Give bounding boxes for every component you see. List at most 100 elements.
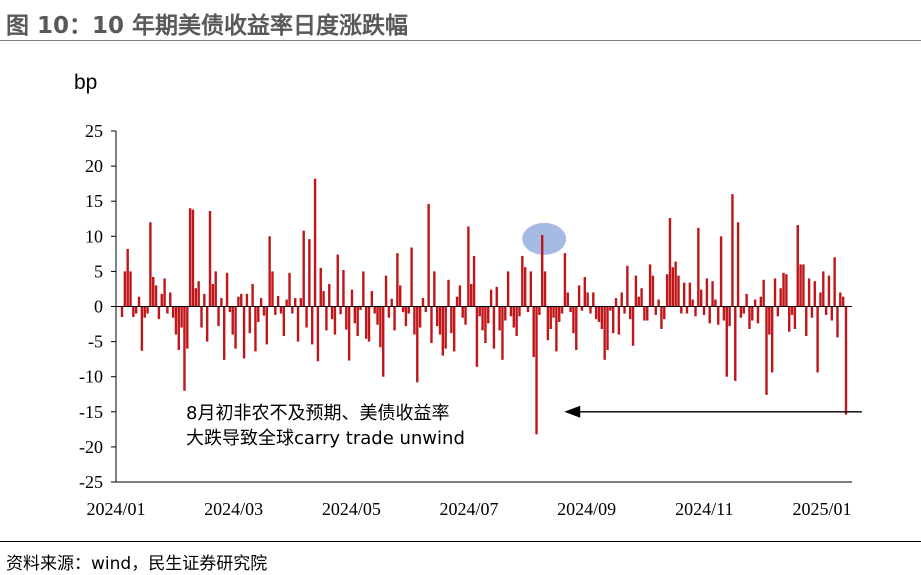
bar (137, 296, 141, 307)
bar (839, 292, 842, 307)
bar (396, 253, 399, 307)
annotation-line-1: 8月初非农不及预期、美债收益率 (186, 403, 449, 424)
bar (393, 306, 396, 331)
bar (248, 306, 251, 334)
bar (577, 285, 581, 307)
bar (430, 306, 433, 343)
bar (702, 306, 706, 315)
x-tick-label: 2025/01 (792, 499, 851, 519)
bar (467, 226, 470, 307)
bar (785, 274, 788, 307)
bar (558, 306, 561, 322)
bar (668, 218, 672, 307)
bar (305, 306, 308, 328)
source-note: 资料来源：wind，民生证券研究院 (6, 554, 268, 574)
bar (132, 306, 135, 318)
bar (685, 306, 689, 314)
x-axis: 2024/01 2024/03 2024/05 2024/07 2024/09 2024/… (86, 481, 852, 519)
bar (631, 306, 635, 346)
bar (146, 306, 149, 314)
x-tick-label: 2024/03 (204, 499, 263, 519)
bar (714, 299, 717, 307)
bar (790, 306, 794, 315)
bar (325, 306, 328, 331)
bar (455, 296, 459, 307)
bar (134, 306, 138, 314)
bar (254, 306, 257, 352)
bar (288, 272, 291, 307)
bar (407, 306, 410, 314)
bar (719, 236, 723, 307)
bar (654, 306, 657, 315)
bar (836, 306, 839, 338)
bar (739, 306, 743, 318)
bar (447, 279, 450, 307)
bar (461, 306, 464, 318)
bar (282, 306, 286, 336)
bar (830, 306, 834, 321)
bar (234, 306, 237, 349)
bar (614, 298, 618, 307)
bar (345, 306, 348, 330)
bar-series (120, 178, 848, 435)
bar (268, 236, 271, 307)
bar (580, 306, 584, 311)
bar (316, 306, 320, 362)
bar (751, 306, 754, 321)
bar (149, 222, 152, 307)
bar (841, 296, 845, 307)
bar (299, 298, 303, 307)
y-tick-label: -25 (79, 472, 103, 492)
bar (532, 306, 535, 358)
bar (177, 306, 180, 351)
bar (350, 289, 354, 307)
bar (552, 306, 555, 318)
bar (370, 291, 374, 307)
x-tick-label: 2024/11 (675, 499, 733, 519)
bar (492, 306, 496, 349)
bar (489, 289, 493, 307)
bar (643, 306, 646, 321)
bar (646, 306, 649, 321)
bar (753, 299, 757, 307)
y-tick-label: 15 (85, 191, 103, 211)
bar (359, 306, 362, 311)
bar (762, 279, 765, 307)
bar (384, 275, 388, 307)
bar (765, 306, 768, 395)
bar (555, 306, 558, 352)
bar (231, 306, 234, 335)
bar (387, 306, 391, 318)
bar (759, 296, 763, 307)
bar (512, 306, 516, 328)
bar (782, 272, 785, 307)
bar (597, 306, 601, 322)
bar (140, 306, 144, 351)
bar (191, 209, 195, 307)
bar (708, 306, 711, 324)
bar (237, 296, 240, 307)
bar (163, 278, 166, 307)
bar (541, 234, 544, 307)
bar (583, 277, 586, 307)
bar (611, 306, 615, 334)
bar (200, 306, 203, 328)
bar (203, 293, 206, 307)
bar (171, 306, 175, 318)
bar (745, 293, 748, 307)
bar (768, 306, 771, 335)
bar (572, 306, 575, 334)
bar (259, 298, 263, 307)
bar (802, 264, 805, 307)
bar (154, 285, 158, 307)
bar (217, 306, 220, 327)
bar (364, 306, 368, 339)
bar (435, 306, 439, 327)
bar (464, 306, 467, 325)
bar (157, 306, 161, 320)
bar (663, 306, 666, 320)
bar (640, 288, 643, 307)
bar (549, 306, 552, 329)
y-tick-label: 10 (85, 226, 103, 246)
bar (699, 289, 703, 307)
